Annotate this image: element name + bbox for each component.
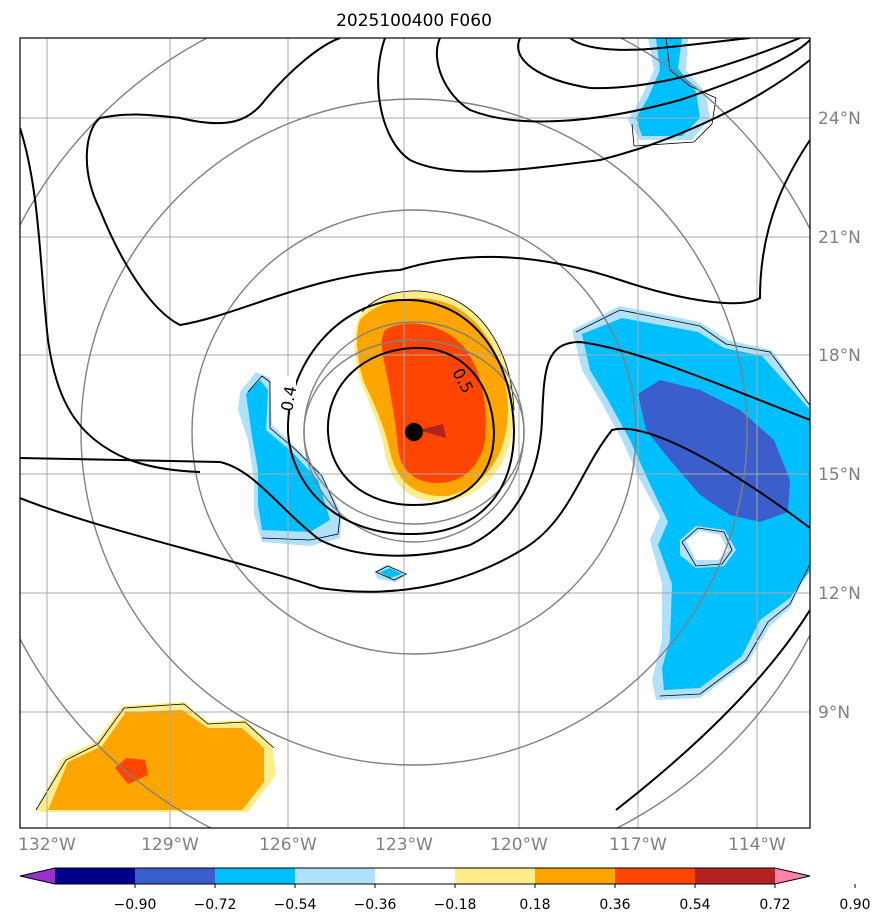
lon-tick-label: 132°W (18, 835, 76, 855)
range-rings (20, 38, 810, 828)
colorbar-extend-low (20, 868, 55, 884)
colorbar-segment (295, 868, 376, 884)
latitude-axis: 24°N 21°N 18°N 15°N 12°N 9°N (818, 109, 861, 723)
lat-tick-label: 12°N (818, 584, 861, 604)
colorbar-tick-label: 0.54 (679, 897, 710, 913)
colorbar-tick-label: −0.54 (274, 897, 317, 913)
black-contours (20, 38, 810, 811)
lon-tick-label: 126°W (259, 835, 317, 855)
colorbar-segment (375, 868, 456, 884)
lon-tick-label: 129°W (141, 835, 199, 855)
contour-label-0.4: 0.4 (277, 384, 300, 412)
colorbar-segment (455, 868, 536, 884)
lon-tick-label: 117°W (609, 835, 667, 855)
colorbar-tick-label: 0.36 (599, 897, 630, 913)
colorbar-segment (615, 868, 696, 884)
shading-cool-north (628, 38, 710, 140)
lon-tick-label: 114°W (728, 835, 786, 855)
colorbar-tick-label: −0.18 (434, 897, 477, 913)
colorbar-labels: −0.90 −0.72 −0.54 −0.36 −0.18 0.18 0.36 … (114, 897, 871, 913)
lat-tick-label: 18°N (818, 346, 861, 366)
lat-tick-label: 24°N (818, 109, 861, 129)
lon-tick-label: 120°W (490, 835, 548, 855)
colorbar-tick-label: 0.90 (839, 897, 870, 913)
colorbar-segment (535, 868, 616, 884)
colorbar-outline (19, 867, 811, 885)
lat-tick-label: 9°N (818, 703, 850, 723)
colorbar-segment (215, 868, 296, 884)
storm-center-marker (405, 423, 423, 441)
colorbar-extend-high (775, 868, 810, 884)
lon-tick-label: 123°W (375, 835, 433, 855)
colorbar-segment (135, 868, 216, 884)
colorbar-segment (55, 868, 136, 884)
colorbar-tick-label: −0.36 (354, 897, 397, 913)
map-area: 0.4 0.5 (20, 38, 810, 828)
lat-tick-label: 21°N (818, 228, 861, 248)
longitude-axis: 132°W 129°W 126°W 123°W 120°W 117°W 114°… (18, 835, 786, 855)
shading-warm-southwest (38, 702, 276, 812)
colorbar (19, 867, 856, 888)
map-title: 2025100400 F060 (336, 11, 492, 31)
colorbar-segment (695, 868, 776, 884)
shading-warm-center (354, 290, 514, 503)
map-frame (19, 37, 811, 829)
colorbar-tick-label: 0.72 (759, 897, 790, 913)
shading-outline (35, 38, 810, 811)
lat-tick-label: 15°N (818, 465, 861, 485)
colorbar-tick-label: −0.90 (114, 897, 157, 913)
colorbar-tick-label: 0.18 (519, 897, 550, 913)
colorbar-tick-label: −0.72 (194, 897, 237, 913)
